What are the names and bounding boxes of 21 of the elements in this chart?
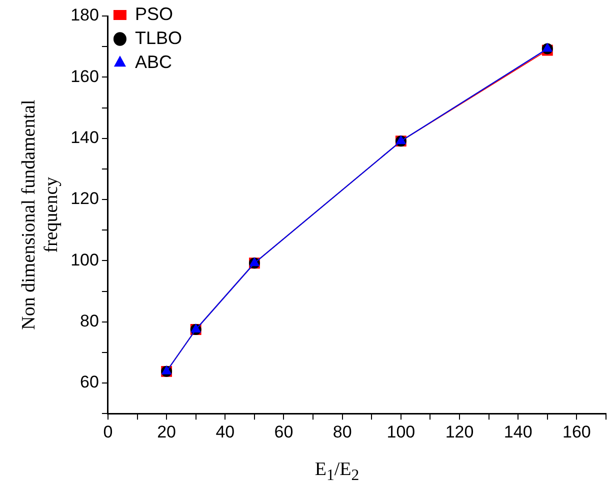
y-tick-label: 80 (80, 312, 99, 331)
x-tick-label: 80 (332, 422, 352, 442)
legend-label: ABC (134, 52, 172, 72)
x-tick-label: 60 (274, 422, 294, 442)
y-tick-label: 180 (70, 6, 99, 25)
x-tick-label: 100 (386, 422, 416, 442)
y-tick-label: 140 (70, 128, 99, 148)
y-tick-label: 60 (80, 372, 99, 392)
y-tick-label: 100 (70, 250, 99, 270)
x-tick-label: 160 (562, 422, 591, 442)
y-axis-title: Non dimensional fundamental frequency (18, 100, 62, 330)
x-tick-label: 40 (216, 422, 235, 442)
y-tick-label: 160 (70, 66, 99, 86)
x-tick-label: 20 (157, 422, 176, 442)
legend-label: TLBO (134, 28, 182, 48)
x-tick-label: 140 (504, 422, 532, 442)
x-axis-title: E$_{1}$/E$_{2}$ (314, 459, 360, 485)
x-tick-label: 0 (103, 422, 113, 442)
legend-label: PSO (134, 4, 173, 24)
x-tick-label: 120 (445, 422, 474, 442)
y-tick-label: 120 (70, 189, 99, 208)
